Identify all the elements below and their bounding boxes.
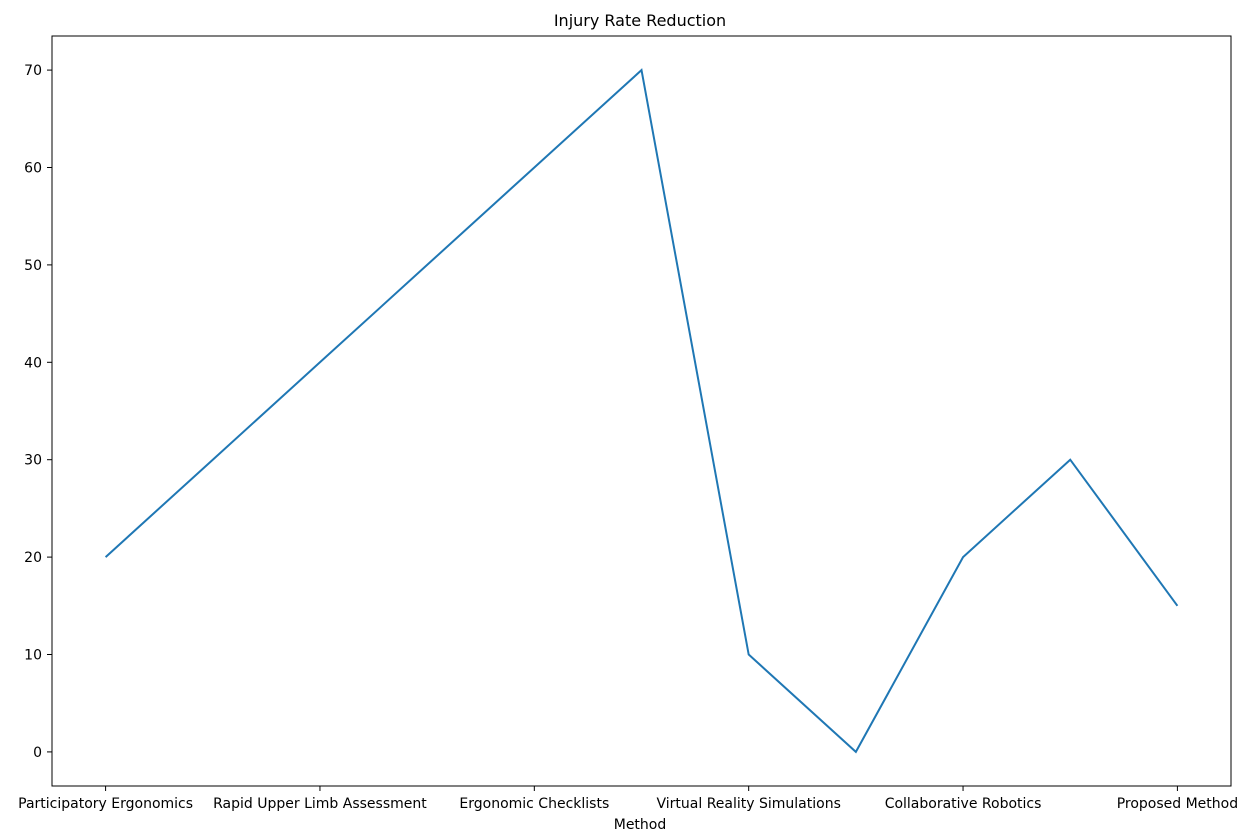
chart-title: Injury Rate Reduction bbox=[554, 11, 726, 30]
x-axis-label: Method bbox=[614, 817, 667, 831]
x-tick-label: Proposed Method bbox=[1117, 796, 1238, 812]
y-tick-label: 10 bbox=[24, 648, 42, 664]
x-tick-label: Rapid Upper Limb Assessment bbox=[213, 796, 427, 812]
plot-frame bbox=[51, 35, 1232, 787]
x-tick-label: Collaborative Robotics bbox=[885, 796, 1042, 812]
y-tick-label: 0 bbox=[33, 745, 42, 761]
y-tick-label: 70 bbox=[24, 63, 42, 79]
y-tick-label: 60 bbox=[24, 160, 42, 176]
x-tick-label: Ergonomic Checklists bbox=[459, 796, 609, 812]
x-tick-label: Participatory Ergonomics bbox=[18, 796, 193, 812]
y-tick-label: 30 bbox=[24, 453, 42, 469]
series-line bbox=[104, 68, 1179, 754]
plot-area: 0 10 20 30 40 50 60 70 Participatory Ergonomics R… bbox=[18, 35, 1238, 812]
y-tick-label: 40 bbox=[24, 355, 42, 371]
x-tick-label: Virtual Reality Simulations bbox=[657, 796, 841, 812]
y-tick-label: 20 bbox=[24, 550, 42, 566]
y-tick-label: 50 bbox=[24, 258, 42, 274]
